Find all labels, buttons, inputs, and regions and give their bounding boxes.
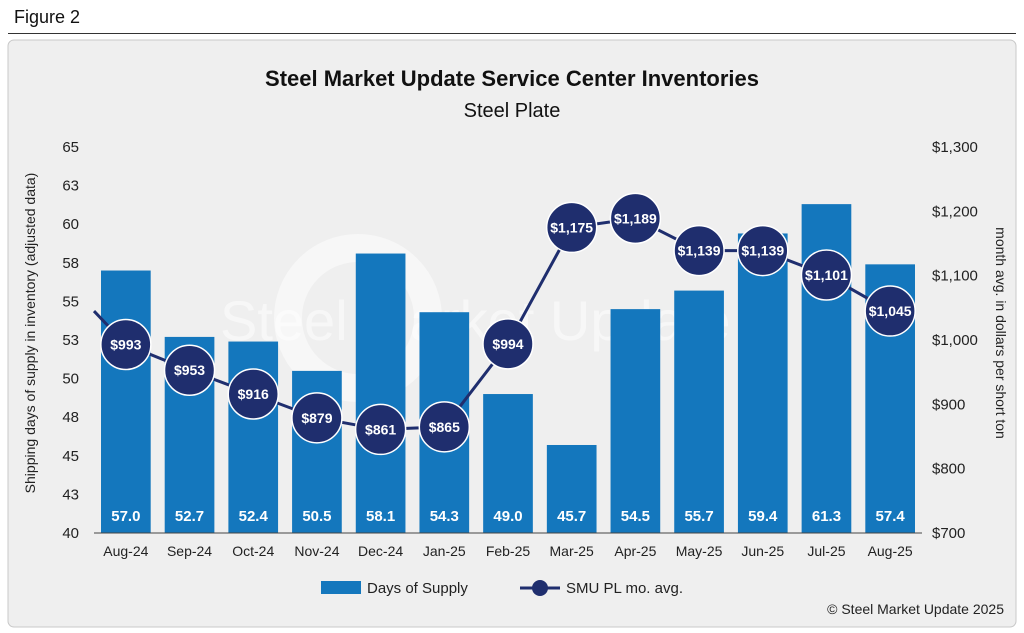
- price-value-label: $861: [365, 421, 396, 437]
- price-value-label: $879: [301, 410, 332, 426]
- x-tick-label: Jan-25: [423, 543, 466, 559]
- copyright: © Steel Market Update 2025: [827, 601, 1004, 617]
- bar: [483, 394, 533, 533]
- x-tick-label: Aug-24: [103, 543, 148, 559]
- price-marker: [737, 224, 789, 277]
- y2-tick-label: $900: [932, 396, 965, 413]
- bar: [546, 444, 597, 533]
- y-axis-label: Shipping days of supply in inventory (ad…: [22, 173, 38, 494]
- x-tick-label: Sep-24: [167, 543, 212, 559]
- y-tick-label: 55: [62, 293, 79, 310]
- x-tick-label: Mar-25: [550, 543, 595, 559]
- y-tick-label: 48: [62, 409, 79, 426]
- price-marker: [800, 249, 853, 301]
- x-tick-label: Jun-25: [741, 543, 784, 559]
- legend-label-smu-pl: SMU PL mo. avg.: [566, 580, 683, 597]
- bar-value-label: 52.4: [239, 508, 269, 525]
- legend-label-days-of-supply: Days of Supply: [367, 580, 468, 597]
- bar-value-label: 55.7: [684, 508, 713, 525]
- price-value-label: $953: [174, 362, 205, 378]
- price-value-label: $1,045: [869, 303, 912, 319]
- y-tick-label: 60: [62, 216, 79, 233]
- figure-rule: [8, 33, 1016, 34]
- y-tick-label: 65: [62, 139, 79, 156]
- legend-marker-smu-pl: [532, 580, 548, 596]
- x-tick-label: Dec-24: [358, 543, 403, 559]
- price-value-label: $916: [238, 386, 269, 402]
- bar-value-label: 61.3: [812, 508, 841, 525]
- price-marker: [609, 192, 662, 245]
- bar: [674, 290, 724, 533]
- price-marker: [227, 368, 279, 420]
- price-marker: [673, 224, 725, 277]
- price-marker: [545, 201, 598, 254]
- price-value-label: $993: [110, 337, 141, 353]
- y-tick-label: 40: [62, 525, 79, 542]
- bar-value-label: 57.4: [876, 508, 906, 525]
- y2-tick-label: $1,000: [932, 332, 978, 349]
- price-marker: [291, 392, 343, 444]
- y-tick-label: 50: [62, 371, 79, 388]
- y2-axis-ticks: $700 $800 $900 $1,000 $1,100 $1,200 $1,300: [932, 139, 978, 542]
- x-tick-label: Feb-25: [486, 543, 531, 559]
- y2-tick-label: $1,100: [932, 268, 978, 285]
- x-tick-label: Aug-25: [868, 543, 913, 559]
- price-value-label: $1,101: [805, 267, 848, 283]
- y2-tick-label: $1,300: [932, 139, 978, 156]
- figure-label: Figure 2: [14, 7, 81, 27]
- price-marker: [418, 401, 471, 453]
- price-value-label: $1,139: [678, 243, 721, 259]
- price-line-series: $993 $953 $916 $879 $861 $865 $994 $1,175 $1,189…: [92, 192, 916, 456]
- x-tick-label: Jul-25: [807, 543, 845, 559]
- legend: Days of Supply SMU PL mo. avg.: [321, 580, 683, 597]
- bar-value-label: 54.3: [430, 508, 459, 525]
- y2-tick-label: $800: [932, 461, 965, 478]
- bar: [610, 309, 661, 533]
- bar: [737, 233, 788, 534]
- price-marker: [163, 344, 216, 396]
- x-axis-ticks: Aug-24 Sep-24 Oct-24 Nov-24 Dec-24 Jan-25 Feb-…: [103, 543, 913, 559]
- bar: [355, 253, 406, 533]
- chart-title: Steel Market Update Service Center Inven…: [265, 66, 759, 91]
- legend-swatch-days-of-supply: [321, 581, 361, 594]
- y2-axis-label: month avg. in dollars per short ton: [993, 227, 1009, 439]
- y-tick-label: 63: [62, 178, 79, 195]
- price-value-label: $1,139: [741, 243, 784, 259]
- x-tick-label: Apr-25: [614, 543, 656, 559]
- y-tick-label: 58: [62, 255, 79, 272]
- bar-value-label: 52.7: [175, 508, 204, 525]
- chart-subtitle: Steel Plate: [464, 100, 561, 122]
- price-value-label: $994: [492, 336, 523, 352]
- price-value-label: $1,175: [550, 219, 593, 235]
- y-tick-label: 53: [62, 332, 79, 349]
- x-tick-label: Oct-24: [232, 543, 274, 559]
- bar: [101, 270, 151, 533]
- bar-value-label: 57.0: [111, 508, 140, 525]
- price-marker: [100, 318, 152, 371]
- price-marker: [354, 403, 407, 456]
- price-marker: [864, 285, 916, 337]
- price-value-label: $1,189: [614, 210, 657, 226]
- price-marker: [482, 318, 534, 370]
- bar-value-label: 54.5: [621, 508, 650, 525]
- bar-series: 57.0 52.7 52.4 50.5 58.1 54.3 49.0 45.7 54.5 55.7…: [101, 204, 915, 534]
- x-tick-label: Nov-24: [294, 543, 339, 559]
- y-tick-label: 45: [62, 448, 79, 465]
- bar-value-label: 58.1: [366, 508, 395, 525]
- y2-tick-label: $700: [932, 525, 965, 542]
- bar-value-label: 49.0: [493, 508, 522, 525]
- x-tick-label: May-25: [676, 543, 723, 559]
- bar-value-label: 59.4: [748, 508, 778, 525]
- y-tick-label: 43: [62, 486, 79, 503]
- y2-tick-label: $1,200: [932, 203, 978, 220]
- price-value-label: $865: [429, 419, 460, 435]
- bar-value-label: 45.7: [557, 508, 586, 525]
- bar-value-label: 50.5: [302, 508, 331, 525]
- y-axis-ticks: 40 43 45 48 50 53 55 58 60 63 65: [62, 139, 79, 542]
